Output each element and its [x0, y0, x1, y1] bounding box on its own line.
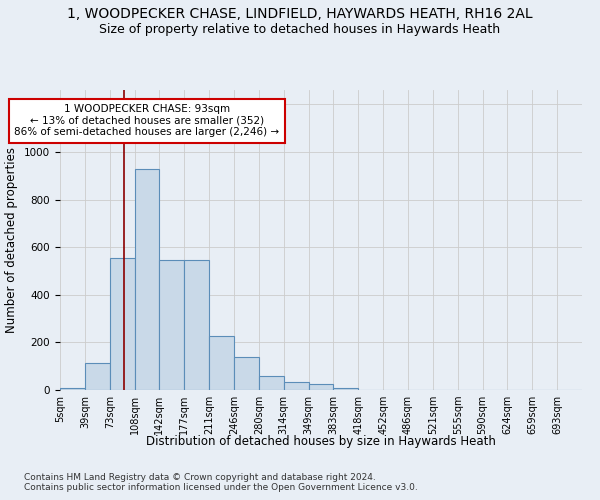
Y-axis label: Number of detached properties: Number of detached properties [5, 147, 19, 333]
Bar [160, 260, 184, 390]
Bar [334, 388, 358, 390]
Text: Size of property relative to detached houses in Haywards Heath: Size of property relative to detached ho… [100, 22, 500, 36]
Bar [184, 260, 209, 390]
Bar [134, 168, 160, 390]
Bar [308, 384, 334, 390]
Bar [209, 336, 234, 390]
Bar [110, 258, 134, 390]
Text: 1 WOODPECKER CHASE: 93sqm
← 13% of detached houses are smaller (352)
86% of semi: 1 WOODPECKER CHASE: 93sqm ← 13% of detac… [14, 104, 280, 138]
Bar [234, 356, 259, 390]
Text: Distribution of detached houses by size in Haywards Heath: Distribution of detached houses by size … [146, 435, 496, 448]
Text: Contains HM Land Registry data © Crown copyright and database right 2024.
Contai: Contains HM Land Registry data © Crown c… [24, 473, 418, 492]
Bar [259, 376, 284, 390]
Bar [60, 388, 85, 390]
Bar [284, 382, 308, 390]
Bar [85, 362, 110, 390]
Text: 1, WOODPECKER CHASE, LINDFIELD, HAYWARDS HEATH, RH16 2AL: 1, WOODPECKER CHASE, LINDFIELD, HAYWARDS… [67, 8, 533, 22]
